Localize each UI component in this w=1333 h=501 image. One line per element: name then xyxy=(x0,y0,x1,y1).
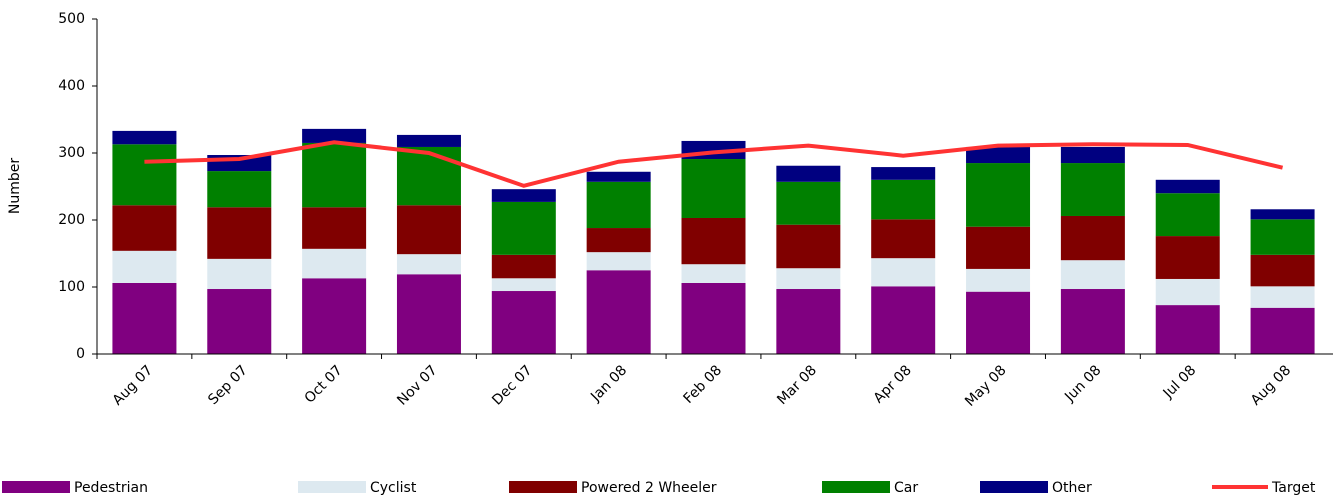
bar-segment xyxy=(207,289,272,354)
bar-segment xyxy=(1250,254,1315,287)
bar-segment xyxy=(966,226,1031,269)
target-line xyxy=(144,140,1284,188)
bar-segment xyxy=(396,134,461,147)
x-tick-label: Jul 08 xyxy=(1160,362,1200,402)
bar-segment xyxy=(491,278,556,292)
bar-segment xyxy=(302,278,367,354)
bar-segment xyxy=(396,274,461,354)
x-tick-label: Jan 08 xyxy=(587,362,630,405)
bar-segment xyxy=(776,289,841,354)
bar-segment xyxy=(1155,236,1220,279)
bar-segment xyxy=(1155,305,1220,354)
bar-segment xyxy=(776,165,841,182)
x-tick-label: Apr 08 xyxy=(871,362,915,406)
bar-segment xyxy=(302,128,367,143)
x-tick-label: Sep 07 xyxy=(205,362,251,408)
bar-segment xyxy=(586,181,651,229)
legend-swatch xyxy=(822,481,890,493)
bar-segment xyxy=(776,224,841,269)
bar-segment xyxy=(1155,179,1220,194)
bar-segment xyxy=(871,179,936,220)
bar-segment xyxy=(776,268,841,290)
bar-segment xyxy=(1060,163,1125,216)
bar-segment xyxy=(1250,307,1315,354)
bar-segment xyxy=(681,217,746,265)
y-tick-label: 200 xyxy=(58,212,85,228)
y-axis-label: Number xyxy=(7,158,23,214)
x-tick-label: Aug 07 xyxy=(110,362,156,408)
bar-segment xyxy=(586,171,651,182)
bar-segment xyxy=(871,219,936,259)
x-tick-label: May 08 xyxy=(962,362,1010,410)
bar-segment xyxy=(491,254,556,279)
bar-segment xyxy=(1250,286,1315,308)
bar-segment xyxy=(966,146,1031,164)
bar-segment xyxy=(966,268,1031,292)
legend-swatch xyxy=(298,481,366,493)
bar-segment xyxy=(207,207,272,259)
bar-segment xyxy=(871,286,936,354)
bar-segment xyxy=(112,144,177,206)
legend-swatch xyxy=(509,481,577,493)
bar-segment xyxy=(207,171,272,208)
x-tick-label: Oct 07 xyxy=(302,362,346,406)
bar-segment xyxy=(302,248,367,279)
bar-segment xyxy=(491,291,556,354)
bar-segment xyxy=(302,142,367,208)
bar-segment xyxy=(491,189,556,202)
bar-segment xyxy=(776,181,841,225)
y-tick-label: 100 xyxy=(58,279,85,295)
y-tick-label: 300 xyxy=(58,145,85,161)
x-tick-label: Aug 08 xyxy=(1248,362,1294,408)
bar-segment xyxy=(491,201,556,255)
bar-segment xyxy=(112,130,177,145)
bar-segment xyxy=(112,250,177,283)
bar-segment xyxy=(871,258,936,287)
legend-label: Powered 2 Wheeler xyxy=(581,480,717,496)
bar-segment xyxy=(396,205,461,255)
y-tick-label: 0 xyxy=(76,346,85,362)
bar-segment xyxy=(396,146,461,206)
legend-swatch xyxy=(980,481,1048,493)
bar-segment xyxy=(966,163,1031,227)
bar-segment xyxy=(1060,146,1125,164)
bar-segment xyxy=(681,159,746,218)
x-tick-label: Jun 08 xyxy=(1061,362,1104,405)
legend-label: Target xyxy=(1271,480,1316,496)
legend-label: Pedestrian xyxy=(74,480,148,496)
legend-swatch xyxy=(2,481,70,493)
bar-segment xyxy=(586,270,651,354)
bar-segment xyxy=(1060,215,1125,261)
y-tick-label: 500 xyxy=(58,11,85,27)
x-tick-label: Feb 08 xyxy=(681,362,726,407)
bar-segment xyxy=(1250,219,1315,255)
bar-segment xyxy=(681,282,746,354)
x-tick-label: Dec 07 xyxy=(489,362,535,408)
x-tick-label: Nov 07 xyxy=(394,362,440,408)
bar-segment xyxy=(1060,289,1125,354)
bar-segment xyxy=(112,282,177,354)
bar-segment xyxy=(207,258,272,290)
bar-segment xyxy=(112,205,177,251)
bar-segment xyxy=(966,291,1031,354)
bar-segment xyxy=(396,254,461,275)
legend-label: Other xyxy=(1052,480,1092,496)
bar-segment xyxy=(302,207,367,249)
bar-segment xyxy=(871,167,936,180)
bar-segment xyxy=(586,228,651,253)
bar-segment xyxy=(681,264,746,283)
legend-label: Car xyxy=(894,480,918,496)
bar-segment xyxy=(586,252,651,271)
legend-label: Cyclist xyxy=(370,480,417,496)
bar-segment xyxy=(1250,209,1315,220)
y-tick-label: 400 xyxy=(58,78,85,94)
bar-segment xyxy=(1060,260,1125,290)
bar-segment xyxy=(1155,278,1220,306)
x-tick-label: Mar 08 xyxy=(774,362,820,408)
bar-segment xyxy=(1155,193,1220,237)
